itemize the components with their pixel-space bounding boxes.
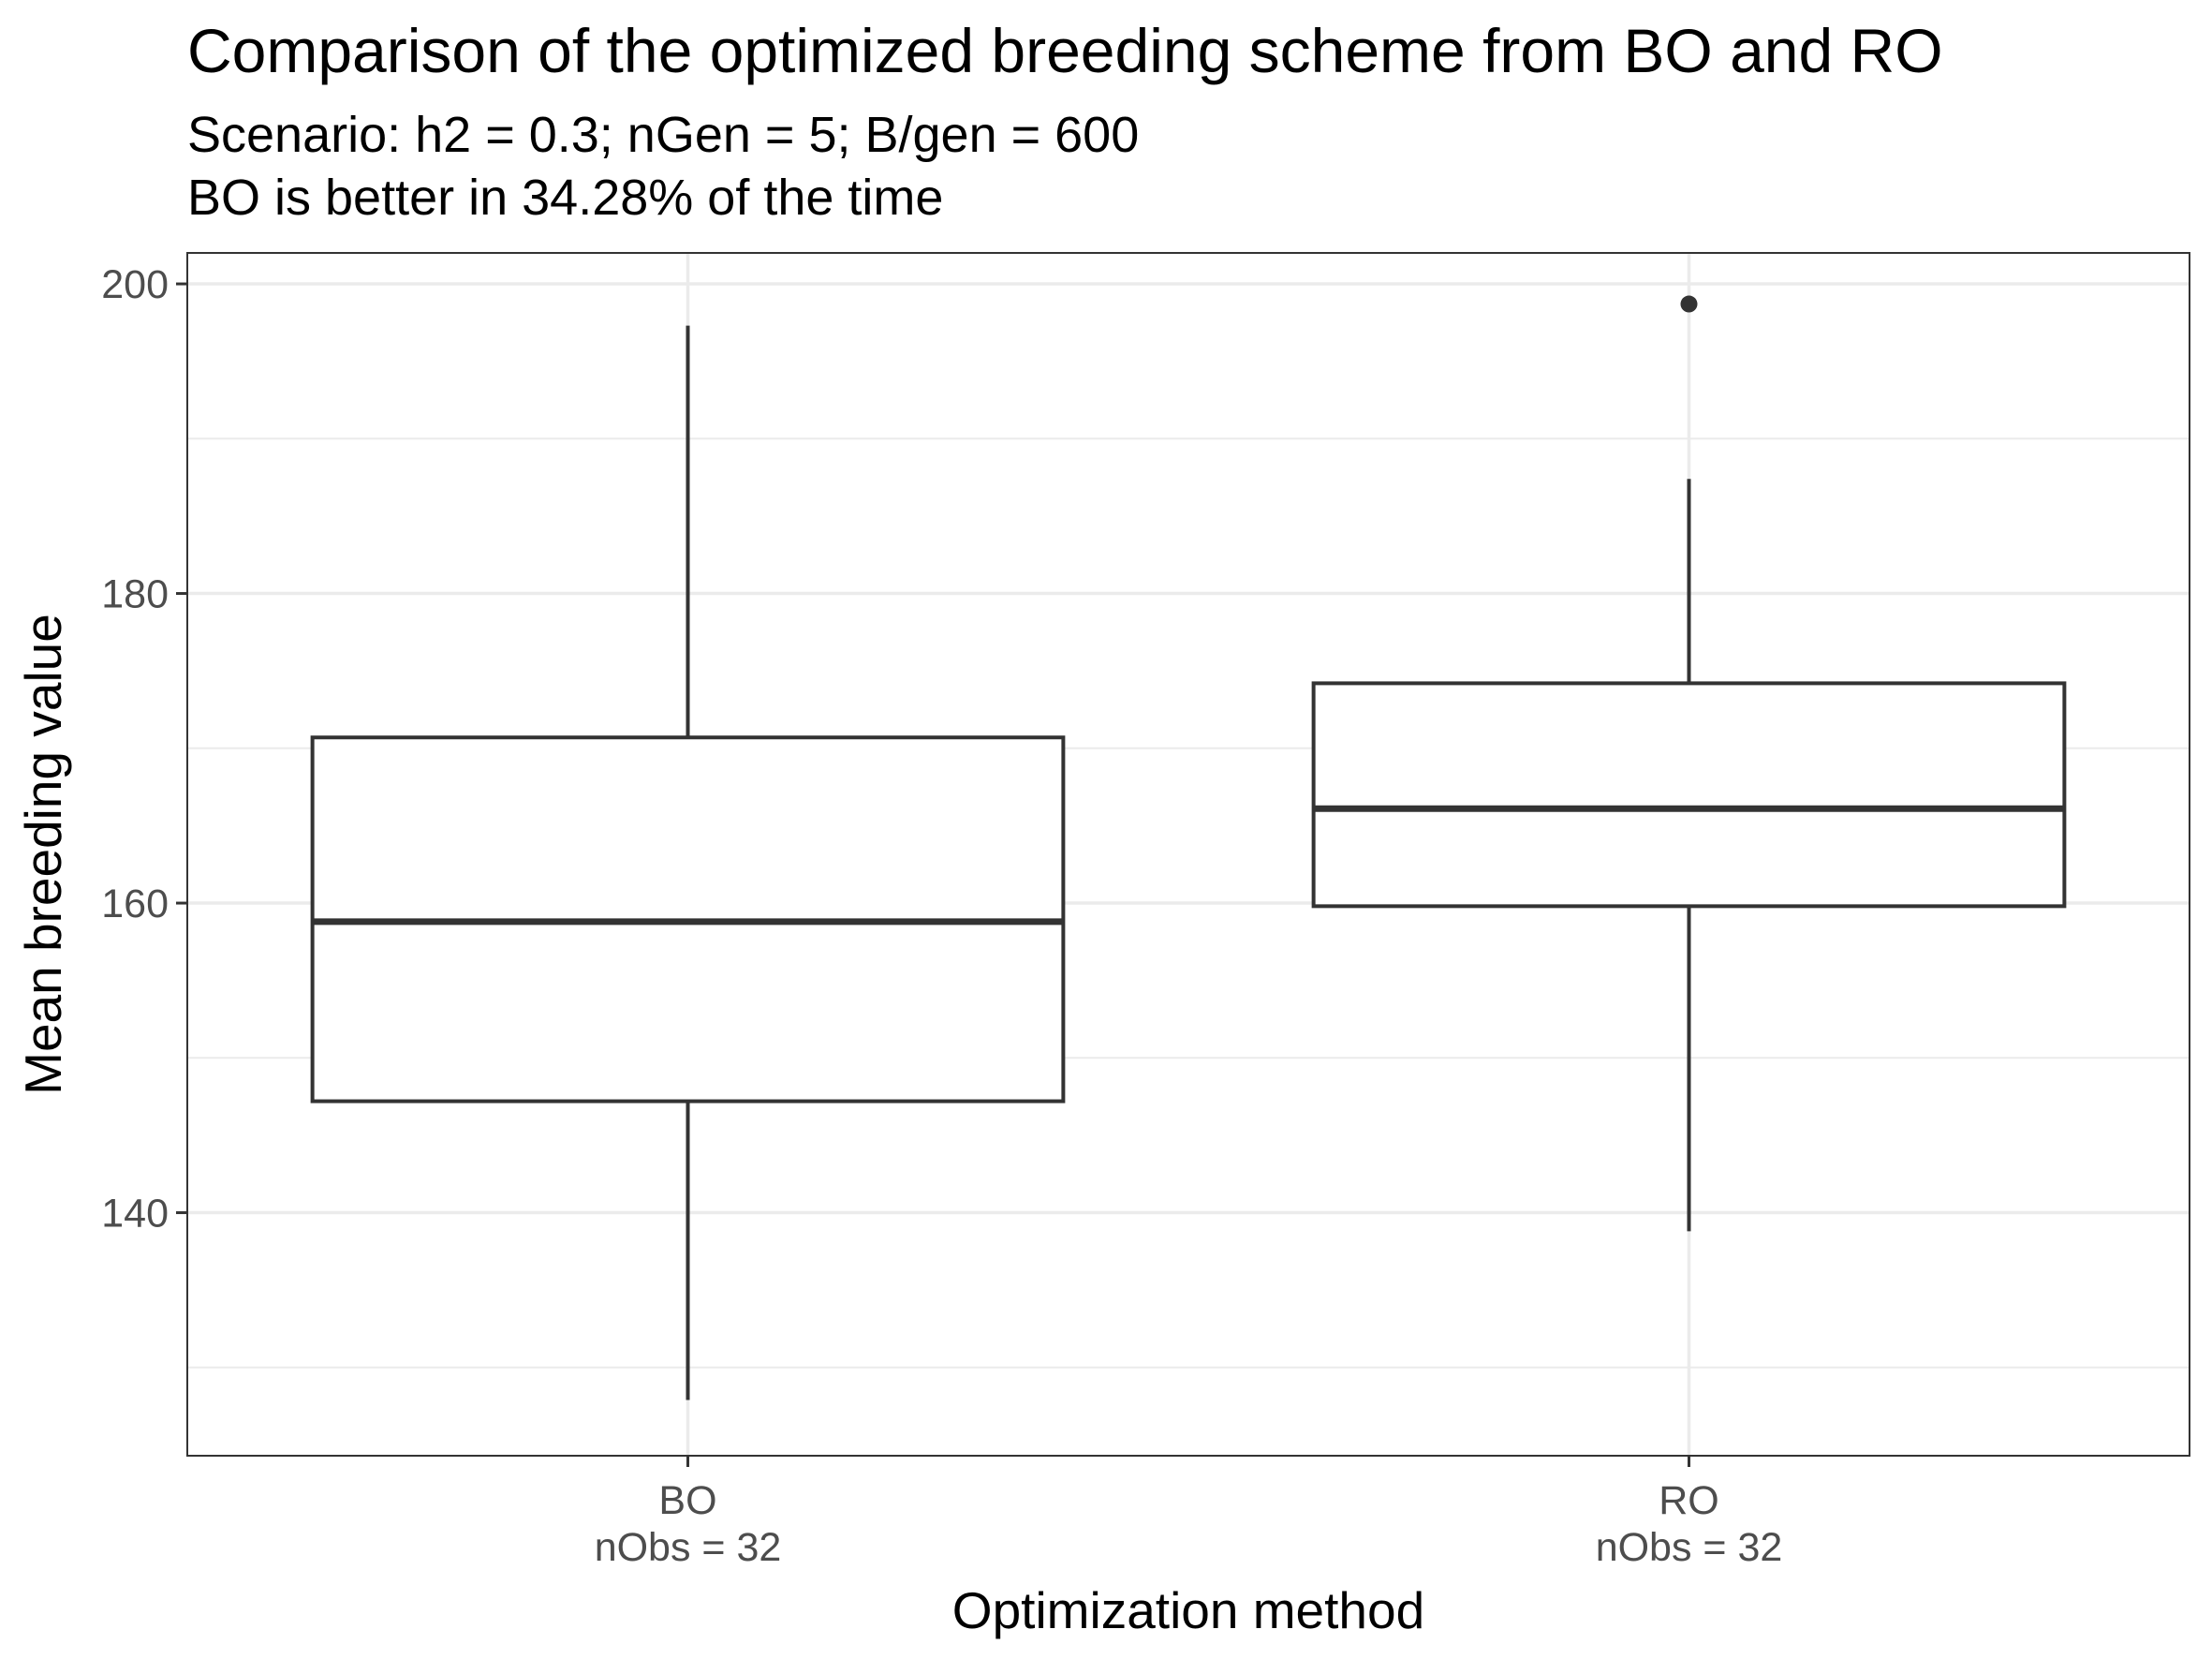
x-tick-label-bo: BO	[658, 1478, 716, 1523]
x-tick-sublabel-bo: nObs = 32	[595, 1525, 782, 1570]
y-tick-label: 180	[101, 572, 169, 617]
y-axis-title: Mean breeding value	[14, 614, 72, 1095]
x-tick-label-ro: RO	[1659, 1478, 1719, 1523]
chart-title: Comparison of the optimized breeding sch…	[187, 16, 1943, 85]
chart-subtitle-line-1: Scenario: h2 = 0.3; nGen = 5; B/gen = 60…	[187, 107, 1139, 163]
y-tick-label: 160	[101, 881, 169, 926]
y-tick-label: 200	[101, 262, 169, 307]
chart-subtitle-line-2: BO is better in 34.28% of the time	[187, 170, 943, 226]
boxes	[310, 295, 2067, 1400]
x-tick-sublabel-ro: nObs = 32	[1596, 1525, 1783, 1570]
y-tick-label: 140	[101, 1192, 169, 1237]
box-ro	[1311, 681, 2067, 909]
panel-border	[186, 252, 2190, 1457]
x-axis-title: Optimization method	[952, 1581, 1424, 1639]
outlier-point-ro	[1680, 295, 1698, 313]
